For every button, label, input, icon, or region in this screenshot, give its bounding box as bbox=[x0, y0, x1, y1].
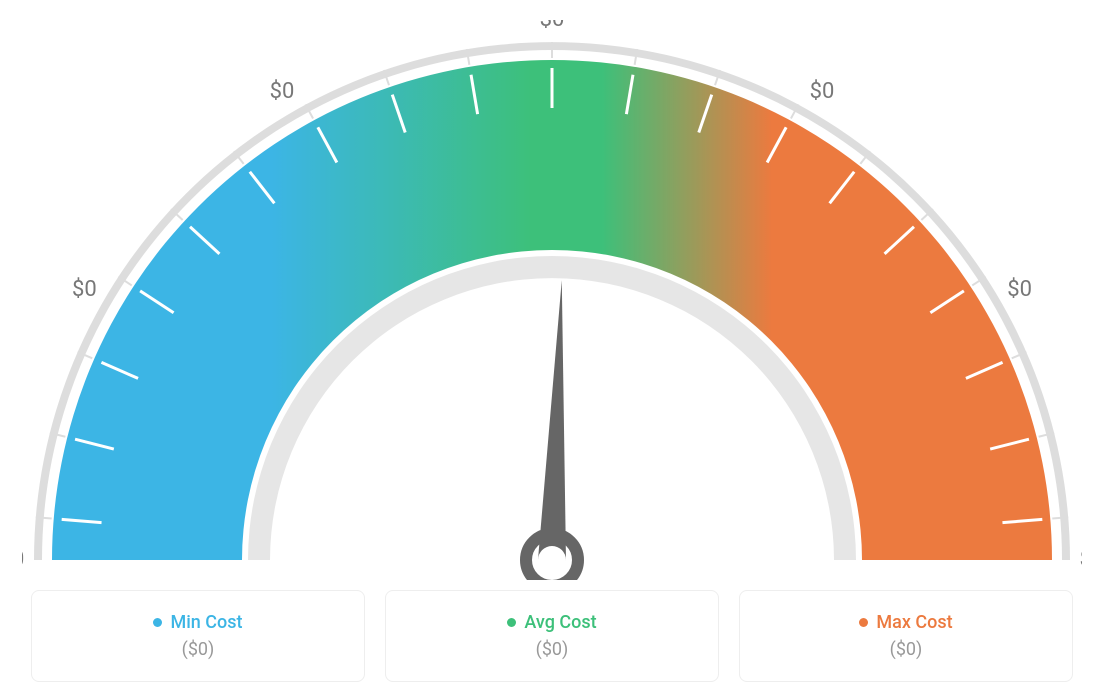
svg-text:$0: $0 bbox=[540, 20, 565, 32]
legend-value-min: ($0) bbox=[182, 639, 215, 660]
svg-text:$0: $0 bbox=[72, 277, 97, 302]
legend-dot-min bbox=[153, 618, 162, 627]
legend-title-row: Avg Cost bbox=[507, 612, 596, 633]
legend-card-min: Min Cost ($0) bbox=[31, 590, 365, 682]
svg-text:$0: $0 bbox=[810, 79, 835, 104]
legend-title-row: Max Cost bbox=[859, 612, 952, 633]
legend-label-min: Min Cost bbox=[170, 612, 242, 633]
legend-dot-avg bbox=[507, 618, 516, 627]
svg-text:$0: $0 bbox=[1007, 277, 1032, 302]
legend-value-avg: ($0) bbox=[536, 639, 569, 660]
svg-text:$0: $0 bbox=[1080, 547, 1082, 572]
legend-label-max: Max Cost bbox=[876, 612, 952, 633]
svg-text:$0: $0 bbox=[22, 547, 24, 572]
legend-row: Min Cost ($0) Avg Cost ($0) Max Cost ($0… bbox=[31, 590, 1073, 682]
legend-title-row: Min Cost bbox=[153, 612, 242, 633]
gauge-chart: $0 $0 $0 $0 $0 $0 $0 bbox=[22, 20, 1082, 580]
legend-value-max: ($0) bbox=[890, 639, 923, 660]
legend-card-max: Max Cost ($0) bbox=[739, 590, 1073, 682]
svg-text:$0: $0 bbox=[270, 79, 295, 104]
legend-card-avg: Avg Cost ($0) bbox=[385, 590, 719, 682]
legend-label-avg: Avg Cost bbox=[524, 612, 596, 633]
legend-dot-max bbox=[859, 618, 868, 627]
